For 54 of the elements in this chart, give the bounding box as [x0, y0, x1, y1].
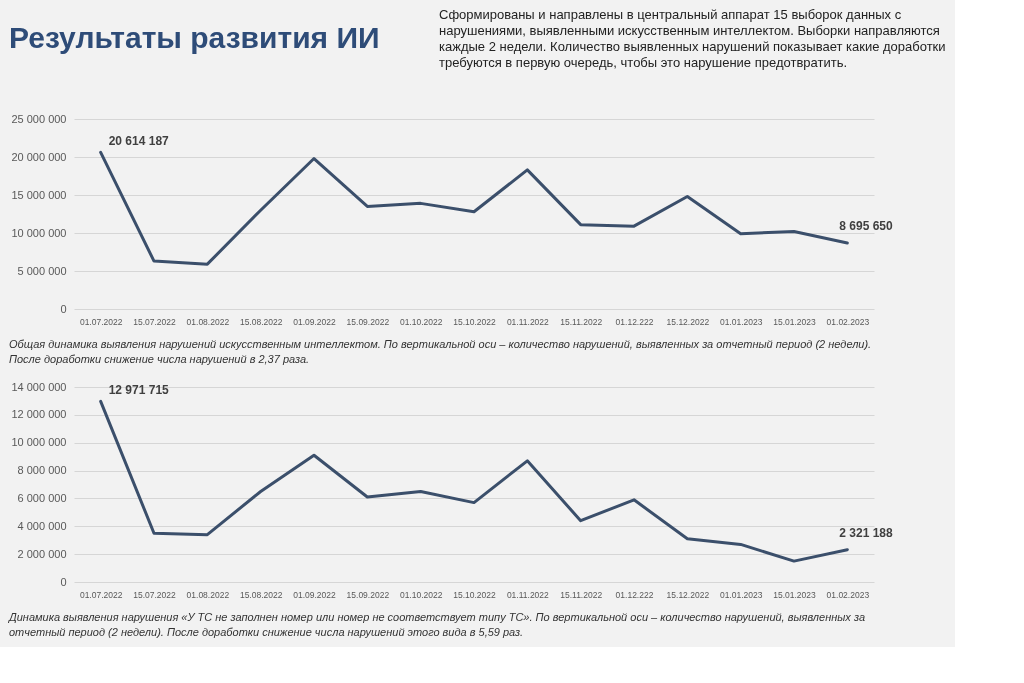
x-tick-label: 15.11.2022 — [560, 316, 603, 327]
x-tick-label: 15.07.2022 — [133, 316, 177, 327]
x-tick-label: 01.01.2023 — [719, 316, 763, 327]
x-tick-label: 01.07.2022 — [79, 589, 123, 600]
x-tick-label: 15.10.2022 — [453, 589, 497, 600]
y-tick-label: 14 000 000 — [11, 380, 67, 393]
x-tick-label: 15.11.2022 — [560, 589, 603, 600]
y-tick-label: 10 000 000 — [11, 436, 67, 449]
x-tick-label: 01.11.2022 — [506, 589, 550, 600]
chart-title: Результаты развития ИИ — [9, 21, 380, 54]
y-tick-label: 25 000 000 — [11, 112, 67, 125]
x-tick-label: 15.09.2022 — [346, 589, 390, 600]
text: Динамика выявления нарушения «У ТС не заполнен номер или номер не соответствует типу ТС». По вертикальной оси – количество нарушений, выявленных за отчетный период (2 недели). После доработки снижение числа нарушений этого вида в 5,59 раз. — [7, 611, 866, 638]
x-tick-label: 15.08.2022 — [239, 316, 283, 327]
line-series — [99, 150, 849, 266]
data-label: 8 695 650 — [839, 218, 894, 233]
x-tick-label: 01.02.2023 — [826, 316, 870, 327]
x-tick-label: 15.12.2022 — [666, 316, 710, 327]
x-tick-label: 01.12.222 — [615, 316, 654, 327]
y-tick-label: 6 000 000 — [17, 491, 67, 504]
x-tick-label: 15.07.2022 — [133, 589, 177, 600]
x-tick-label: 15.01.2023 — [773, 589, 817, 600]
x-tick-label: 15.01.2023 — [773, 316, 817, 327]
data-label: 20 614 187 — [108, 134, 170, 149]
y-tick-label: 8 000 000 — [17, 464, 67, 477]
data-label: 2 321 188 — [839, 525, 894, 540]
text: Общая динамика выявления нарушений искусственным интеллектом. По вертикальной оси – количество нарушений, выявленных за отчетный период (2 недели). После доработки снижение числа нарушений в 2,37 раза. — [9, 338, 872, 365]
x-tick-label: 01.10.2022 — [399, 316, 443, 327]
x-tick-label: 15.08.2022 — [239, 589, 283, 600]
y-tick-label: 2 000 000 — [17, 547, 67, 560]
x-tick-label: 01.08.2022 — [186, 316, 230, 327]
y-tick-label: 0 — [60, 302, 67, 315]
y-tick-label: 4 000 000 — [17, 519, 67, 532]
y-tick-label: 10 000 000 — [11, 226, 67, 239]
y-tick-label: 0 — [60, 575, 67, 588]
x-tick-label: 15.09.2022 — [346, 316, 390, 327]
x-tick-label: 01.02.2023 — [826, 589, 870, 600]
x-tick-label: 01.11.2022 — [506, 316, 550, 327]
data-label: 12 971 715 — [108, 383, 170, 398]
x-tick-label: 01.12.222 — [615, 589, 654, 600]
x-tick-label: 01.08.2022 — [186, 589, 230, 600]
x-tick-label: 01.07.2022 — [79, 316, 123, 327]
x-tick-label: 01.10.2022 — [399, 589, 443, 600]
x-tick-label: 01.09.2022 — [293, 589, 337, 600]
y-tick-label: 5 000 000 — [17, 264, 67, 277]
y-tick-label: 20 000 000 — [11, 150, 67, 163]
x-tick-label: 01.09.2022 — [293, 316, 337, 327]
y-tick-label: 12 000 000 — [11, 408, 67, 421]
x-tick-label: 15.10.2022 — [453, 316, 497, 327]
chart-subtitle: Сформированы и направлены в центральный аппарат 15 выборок данных с нарушениями, выявленными искусственным интеллектом. Выборки направляются каждые 2 недели. Количество выявленных нарушений показывает какие доработки требуются в первую очередь, чтобы это нарушение предотвратить. — [439, 7, 946, 70]
line-series — [99, 399, 849, 563]
y-tick-label: 15 000 000 — [11, 188, 67, 201]
x-tick-label: 15.12.2022 — [666, 589, 710, 600]
x-tick-label: 01.01.2023 — [719, 589, 763, 600]
